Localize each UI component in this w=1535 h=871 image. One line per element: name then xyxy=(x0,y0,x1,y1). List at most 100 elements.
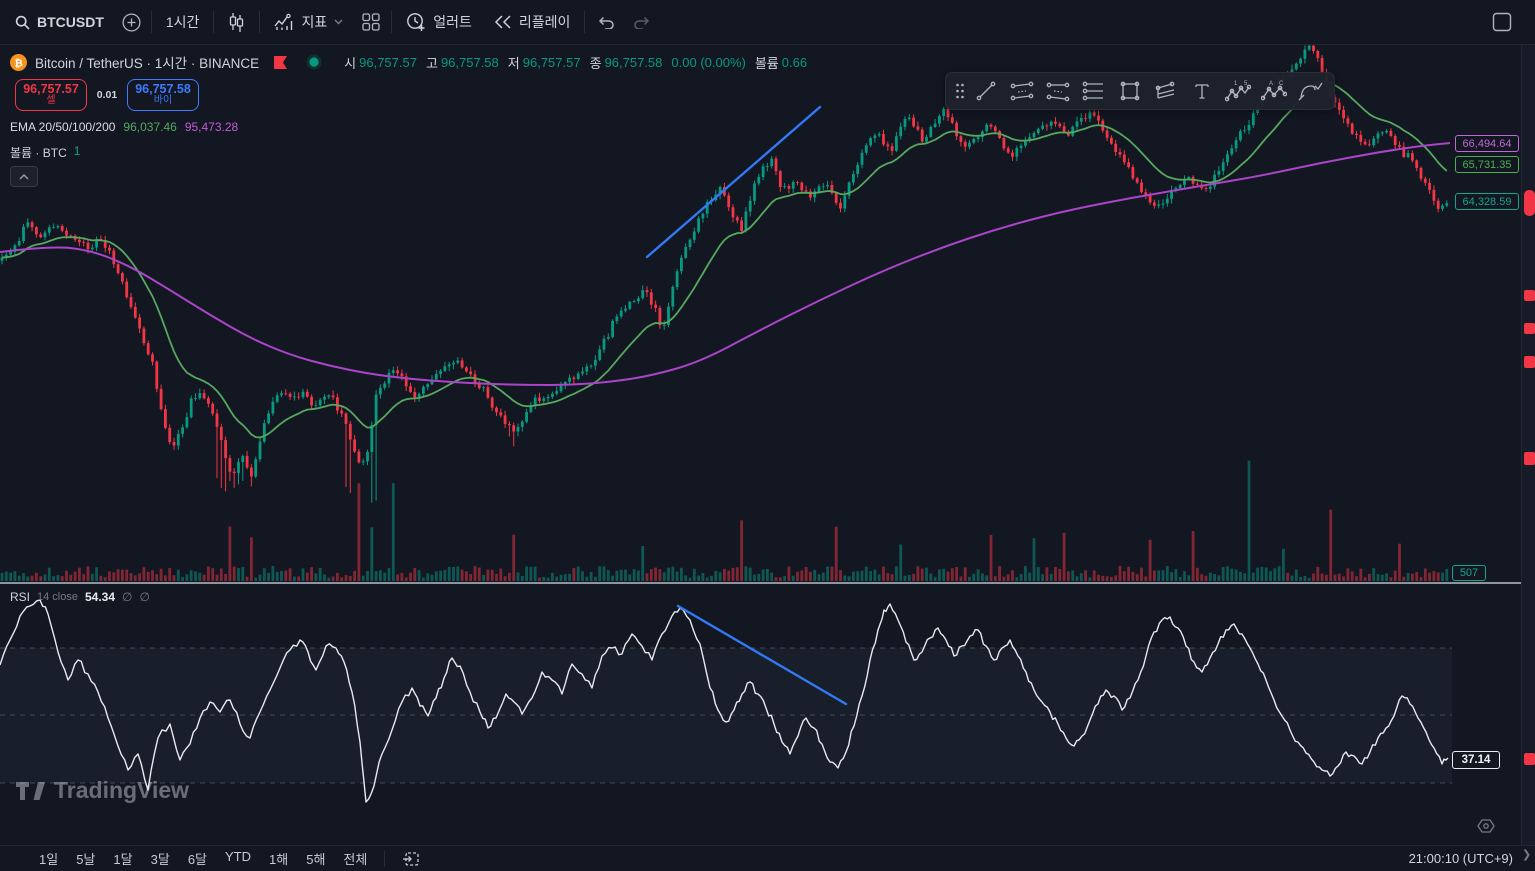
alert-marker xyxy=(1523,356,1535,368)
toolbar-drag-handle[interactable] xyxy=(952,75,968,107)
alert-marker xyxy=(1523,452,1535,465)
window-icon xyxy=(1492,12,1512,32)
volume-indicator-legend[interactable]: 볼륨 · BTC 1 xyxy=(10,144,80,161)
range-button-5해[interactable]: 5해 xyxy=(306,852,326,867)
alert-clock-icon xyxy=(406,12,426,32)
tool-rectangle-icon[interactable] xyxy=(1112,75,1148,107)
rsi-indicator-legend[interactable]: RSI 14 close 54.34 ∅ ∅ xyxy=(10,590,150,604)
rsi-null-2: ∅ xyxy=(139,590,150,604)
replay-icon xyxy=(494,15,512,29)
ema-indicator-legend[interactable]: EMA 20/50/100/200 96,037.46 95,473.28 xyxy=(10,120,238,134)
pane-settings-gear-icon[interactable] xyxy=(1477,817,1495,835)
range-button-5날[interactable]: 5날 xyxy=(76,852,96,867)
svg-text:C: C xyxy=(1279,81,1284,87)
volume-ind-title: 볼륨 · BTC xyxy=(10,146,67,160)
alert-button[interactable]: 얼러트 xyxy=(395,5,483,39)
volume-ind-value: 1 xyxy=(73,144,81,158)
grid-layout-icon xyxy=(362,13,380,31)
ohlc-stat-value: 96,757.58 xyxy=(440,54,499,70)
rsi-null-1: ∅ xyxy=(122,590,133,604)
tool-curve-check-icon[interactable] xyxy=(1292,75,1328,107)
tool-flat-top-channel-icon[interactable] xyxy=(1040,75,1076,107)
expand-panel-chevron-icon[interactable]: ❯ xyxy=(1522,849,1532,861)
tool-text-icon[interactable] xyxy=(1184,75,1220,107)
svg-text:₿: ₿ xyxy=(14,57,23,69)
ohlc-stat-value: 96,757.57 xyxy=(522,54,581,70)
alert-marker xyxy=(1523,753,1535,765)
tool-parallel-channel-icon[interactable] xyxy=(1004,75,1040,107)
interval-button[interactable]: 1시간 xyxy=(155,5,211,39)
ohlc-stat-label: 저 xyxy=(507,55,520,71)
go-to-date-button[interactable] xyxy=(393,849,428,868)
spread-value: 0.01 xyxy=(96,89,118,101)
alert-marker xyxy=(1523,190,1535,216)
symbol-search-button[interactable]: BTCUSDT xyxy=(4,5,115,39)
layout-grid-button[interactable] xyxy=(354,5,388,39)
bitcoin-logo-icon: ₿ xyxy=(10,53,27,71)
watermark-text: TradingView xyxy=(54,777,190,803)
volume-stat-value: 0.66 xyxy=(781,54,808,70)
range-button-YTD[interactable]: YTD xyxy=(225,849,252,864)
range-button-전체[interactable]: 전체 xyxy=(343,852,368,867)
plus-circle-icon xyxy=(122,12,141,32)
compare-add-button[interactable] xyxy=(115,5,148,39)
volume-stat-label: 볼륨 xyxy=(754,55,779,71)
rsi-params: 14 close xyxy=(37,591,78,603)
indicators-button[interactable]: 지표 xyxy=(263,5,354,39)
rsi-title: RSI xyxy=(10,590,31,604)
replay-button[interactable]: 리플레이 xyxy=(483,5,582,39)
range-button-1일[interactable]: 1일 xyxy=(39,852,59,867)
tool-trend-line-icon[interactable] xyxy=(968,75,1004,107)
range-button-1해[interactable]: 1해 xyxy=(269,852,289,867)
redo-icon xyxy=(633,15,651,29)
range-button-6달[interactable]: 6달 xyxy=(187,852,208,867)
range-button-3달[interactable]: 3달 xyxy=(150,852,170,867)
chart-pane[interactable]: ₿ Bitcoin / TetherUS · 1시간 · BINANCE 시 96… xyxy=(0,44,1521,845)
divider xyxy=(259,11,261,33)
price-label: 65,731.35 xyxy=(1455,156,1519,173)
chevron-down-icon xyxy=(334,19,343,25)
change-value: 0.00 (0.00%) xyxy=(671,54,746,70)
symbol-name: BTCUSDT xyxy=(37,14,104,30)
symbol-title[interactable]: Bitcoin / TetherUS · 1시간 · BINANCE xyxy=(35,56,260,71)
price-label: 64,328.59 xyxy=(1455,193,1519,210)
volume-scale-label: 507 xyxy=(1452,565,1486,581)
chart-canvas[interactable] xyxy=(0,44,1521,850)
range-button-1달[interactable]: 1달 xyxy=(113,852,133,867)
undo-button[interactable] xyxy=(588,5,624,39)
price-label: 66,494.64 xyxy=(1455,135,1519,152)
ohlc-stat-value: 96,757.57 xyxy=(359,54,417,70)
redo-button[interactable] xyxy=(624,5,660,39)
tool-polyline-icon[interactable] xyxy=(1148,75,1184,107)
alert-marker xyxy=(1523,323,1535,334)
fullscreen-button[interactable] xyxy=(1481,5,1523,39)
divider xyxy=(391,11,393,33)
alert-marker xyxy=(1523,290,1535,301)
alert-label: 얼러트 xyxy=(433,14,472,30)
symbol-info-row: ₿ Bitcoin / TetherUS · 1시간 · BINANCE 시 96… xyxy=(10,52,807,72)
interval-label: 1시간 xyxy=(165,14,200,30)
trade-panel: 96,757.57 셀 0.01 96,757.58 바이 xyxy=(15,79,199,111)
candles-icon xyxy=(228,12,245,32)
chevron-up-icon xyxy=(19,173,29,180)
chart-style-button[interactable] xyxy=(217,5,256,39)
ohlc-stat-label: 고 xyxy=(425,55,438,71)
tradingview-logo-icon xyxy=(16,780,46,802)
sell-button[interactable]: 96,757.57 셀 xyxy=(15,79,87,111)
divider xyxy=(384,850,386,867)
buy-price: 96,757.58 xyxy=(135,82,191,97)
indicators-icon xyxy=(274,13,294,31)
collapse-legend-button[interactable] xyxy=(10,166,38,187)
tool-horizontal-lines-icon[interactable] xyxy=(1076,75,1112,107)
buy-button[interactable]: 96,757.58 바이 xyxy=(127,79,199,111)
ema-title: EMA 20/50/100/200 xyxy=(10,120,116,134)
divider xyxy=(213,11,215,33)
clock[interactable]: 21:00:10 (UTC+9) xyxy=(1408,851,1513,866)
ohlc-stat-label: 종 xyxy=(589,55,602,71)
flag-icon[interactable] xyxy=(273,55,288,70)
replay-label: 리플레이 xyxy=(518,14,571,30)
market-status-icon[interactable] xyxy=(306,54,322,70)
